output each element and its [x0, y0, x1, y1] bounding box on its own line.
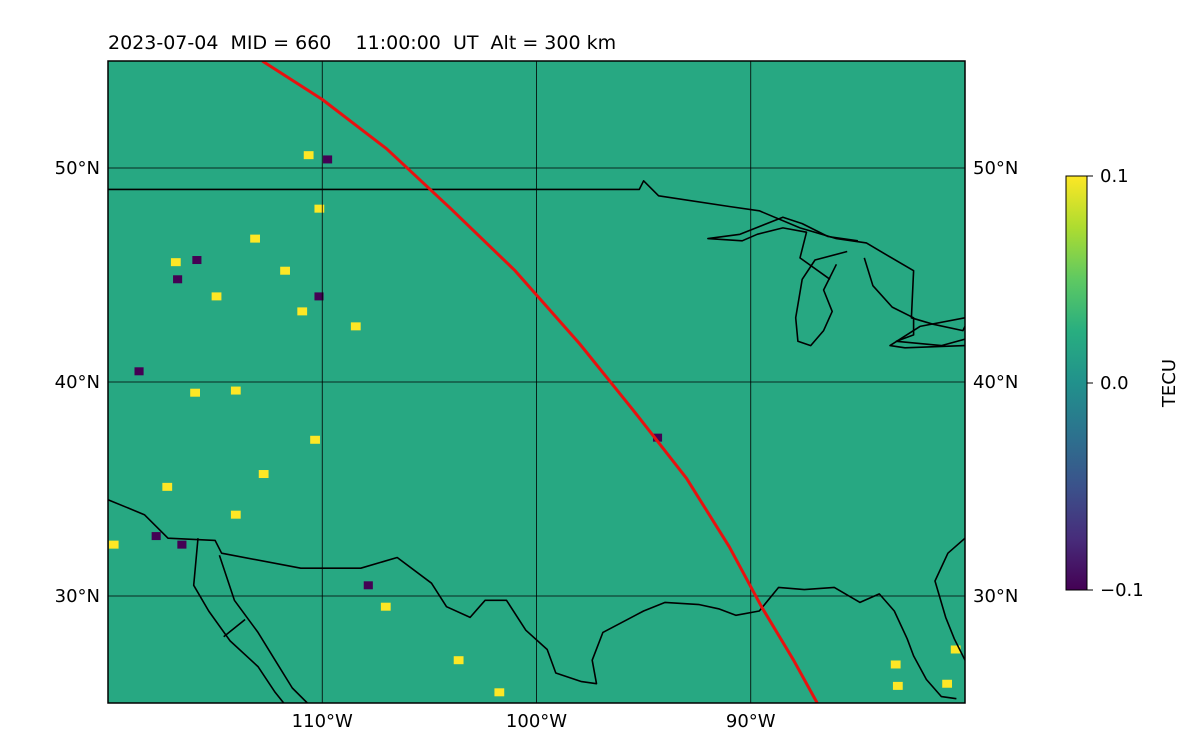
coastline [218, 555, 308, 703]
heatmap-cell-positive [494, 688, 505, 697]
y-tick-label-right: 30°N [973, 586, 1018, 607]
coastline [108, 498, 957, 700]
heatmap-cell-positive [230, 386, 241, 395]
heatmap-cell-negative [192, 256, 202, 265]
heatmap-cell-positive [297, 307, 308, 316]
heatmap-cell-positive [942, 679, 953, 688]
heatmap-cell-positive [108, 540, 119, 549]
coastline [223, 618, 246, 638]
heatmap-cell-positive [380, 602, 391, 611]
chart-title: 2023-07-04 MID = 660 11:00:00 UT Alt = 3… [108, 32, 616, 54]
heatmap-cell-positive [280, 266, 290, 275]
heatmap-cell-positive [453, 656, 464, 665]
coastline [707, 216, 859, 280]
coastlines [108, 180, 965, 703]
series-layer [261, 61, 819, 703]
heatmap-cell-positive [190, 388, 200, 397]
heatmap-cells [108, 151, 961, 697]
heatmap-cell-negative [652, 433, 663, 442]
heatmap-cell-positive [890, 660, 901, 669]
y-tick-label-left: 40°N [55, 372, 100, 393]
heatmap-cell-positive [250, 234, 260, 243]
heatmap-cell-positive [230, 510, 241, 519]
map-area [108, 61, 965, 703]
coastline [108, 180, 965, 332]
colorbar-gradient [1065, 175, 1088, 591]
coastline [863, 257, 965, 347]
heatmap-cell-positive [314, 204, 325, 213]
heatmap-cell-positive [162, 482, 173, 491]
coastline [192, 538, 285, 703]
y-tick-label-left: 30°N [55, 586, 100, 607]
y-tick-label-left: 50°N [55, 158, 100, 179]
heatmap-cell-positive [310, 435, 320, 444]
colorbar-label: TECU [1159, 359, 1180, 408]
colorbar-ticks: 0.1 0.0 −0.1 [1087, 166, 1144, 601]
heatmap-cell-positive [950, 645, 961, 654]
heatmap-cell-positive [303, 151, 314, 160]
y-tick-label-right: 50°N [973, 158, 1018, 179]
x-tick-label: 100°W [506, 711, 567, 732]
heatmap-cell-positive [350, 322, 361, 331]
heatmap-cell-positive [170, 258, 181, 267]
x-tick-label: 110°W [292, 711, 353, 732]
colorbar-tick-label: 0.1 [1100, 166, 1129, 187]
heatmap-cell-positive [892, 681, 903, 690]
heatmap-cell-positive [211, 292, 222, 301]
heatmap-cell-negative [363, 581, 373, 590]
coastline [934, 537, 965, 661]
series-line [261, 61, 819, 703]
x-axis-ticks: 110°W 100°W 90°W [292, 711, 776, 732]
colorbar-tick-label: −0.1 [1100, 580, 1144, 601]
y-axis-ticks: 30°N 30°N 40°N 40°N 50°N 50°N [55, 158, 1019, 607]
heatmap-cell-negative [151, 532, 161, 541]
heatmap-cell-negative [173, 275, 183, 284]
heatmap-cell-negative [314, 292, 324, 301]
x-tick-label: 90°W [726, 711, 776, 732]
map-frame [107, 60, 966, 704]
coastline [794, 250, 848, 347]
colorbar: 0.1 0.0 −0.1 TECU [1065, 166, 1180, 601]
coastline [889, 317, 965, 349]
heatmap-cell-positive [258, 470, 269, 479]
heatmap-cell-negative [134, 367, 144, 376]
heatmap-cell-negative [323, 155, 333, 164]
y-tick-label-right: 40°N [973, 372, 1018, 393]
colorbar-tick-label: 0.0 [1100, 373, 1129, 394]
gridlines [108, 61, 965, 703]
heatmap-cell-negative [177, 540, 187, 549]
